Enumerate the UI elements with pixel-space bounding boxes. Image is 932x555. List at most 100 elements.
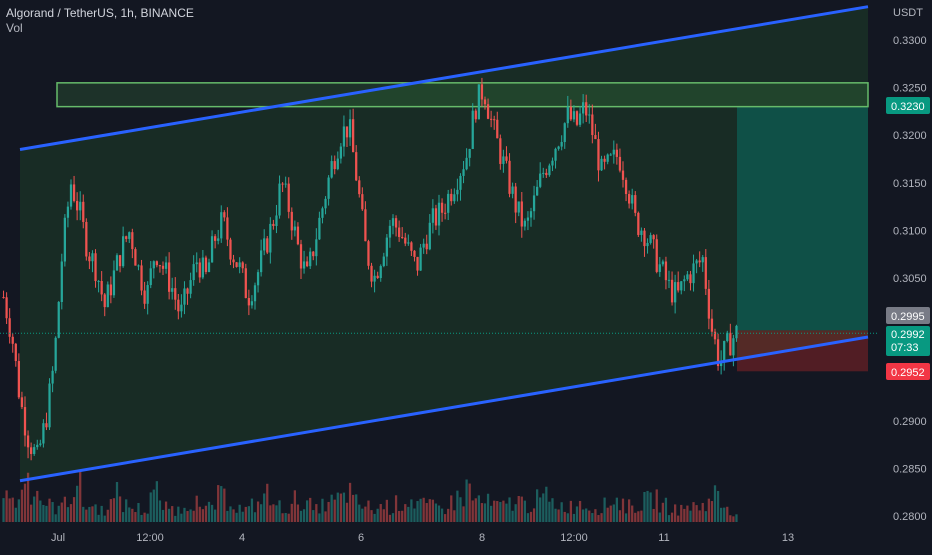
entry-price-tag: 0.2995 — [886, 307, 930, 324]
volume-label[interactable]: Vol — [6, 21, 23, 35]
volume-bar — [615, 497, 618, 522]
volume-bar — [704, 511, 707, 522]
candle-body — [263, 238, 266, 251]
volume-bar — [364, 506, 367, 522]
candle-body — [483, 99, 487, 105]
candle-body — [548, 165, 551, 176]
volume-bar — [275, 505, 278, 522]
time-axis[interactable]: Jul 12:00 4 6 8 12:00 11 13 — [51, 532, 794, 544]
volume-bar — [677, 515, 680, 522]
volume-bar — [82, 506, 85, 522]
candle-body — [658, 264, 661, 272]
candle-body — [726, 332, 729, 341]
volume-bar — [161, 509, 165, 522]
symbol-title[interactable]: Algorand / TetherUS, 1h, BINANCE — [6, 6, 194, 20]
volume-bar — [612, 504, 615, 522]
candle-body — [379, 266, 382, 279]
volume-bar — [287, 513, 290, 522]
candle-body — [695, 260, 698, 264]
volume-bar — [624, 513, 628, 522]
volume-bar — [204, 505, 208, 522]
volume-bar — [499, 501, 502, 522]
volume-bar — [468, 483, 471, 522]
stop-zone[interactable] — [737, 330, 868, 372]
time-tick-label: 12:00 — [136, 532, 164, 544]
candle-body — [158, 265, 162, 267]
candle-body — [238, 262, 241, 267]
candle-body — [398, 227, 401, 237]
volume-bar — [609, 505, 612, 522]
volume-bar — [532, 508, 536, 522]
price-axis-bg[interactable] — [880, 0, 932, 550]
channel-lower-line[interactable] — [19, 335, 869, 483]
volume-bar — [563, 511, 566, 522]
candle-body — [609, 154, 612, 156]
volume-bar — [575, 506, 579, 522]
volume-bar — [493, 500, 496, 522]
candle-body — [290, 211, 293, 231]
time-axis-bg[interactable] — [0, 524, 880, 550]
volume-bar — [223, 488, 226, 522]
volume-bar — [726, 506, 729, 522]
candle-body — [394, 218, 398, 228]
candle-body — [713, 331, 717, 340]
volume-bar — [235, 512, 238, 522]
volume-bar — [637, 511, 640, 522]
candle-body — [275, 215, 278, 226]
candle-body — [174, 288, 177, 300]
volume-bar — [88, 506, 91, 522]
price-axis[interactable]: 0.3300 0.3250 0.3200 0.3150 0.3100 0.3050 0.29… — [893, 35, 927, 523]
volume-bar — [260, 504, 263, 522]
volume-bar — [735, 514, 738, 522]
candle-body — [643, 230, 646, 247]
volume-bar — [269, 505, 272, 522]
candle-body — [649, 235, 652, 243]
candle-body — [103, 294, 106, 308]
volume-bar — [695, 505, 698, 522]
volume-bar — [146, 513, 149, 522]
volume-bar — [85, 509, 88, 522]
volume-bar — [109, 499, 112, 522]
volume-bar — [312, 510, 315, 522]
time-tick-label: 4 — [239, 532, 245, 544]
chart-legend[interactable]: Algorand / TetherUS, 1h, BINANCE Vol — [6, 6, 194, 36]
resistance-zone[interactable] — [56, 82, 869, 108]
candle-body — [450, 193, 453, 202]
candle-body — [477, 84, 480, 120]
candle-body — [539, 173, 542, 187]
candle-body — [628, 194, 631, 204]
volume-bar — [284, 512, 287, 522]
candle-body — [330, 161, 333, 178]
candle-body — [508, 160, 511, 194]
volume-bar — [327, 501, 330, 522]
volume-bar — [692, 502, 695, 522]
candle-body — [422, 243, 425, 248]
volume-bar — [60, 502, 63, 522]
volume-bar — [566, 513, 569, 522]
volume-bar — [520, 496, 523, 522]
volume-bar — [336, 492, 339, 522]
candle-body — [11, 336, 14, 344]
candle-body — [161, 265, 165, 269]
volume-bar — [134, 512, 137, 522]
volume-bar — [125, 499, 128, 522]
volume-bar — [250, 498, 254, 522]
volume-bar — [450, 495, 453, 522]
candle-body — [235, 262, 238, 267]
volume-bar — [171, 506, 174, 522]
volume-bar — [214, 509, 217, 522]
target-zone[interactable] — [737, 106, 868, 331]
volume-bar — [664, 497, 668, 522]
candle-body — [26, 435, 30, 448]
candle-body — [670, 279, 674, 303]
channel-upper-line[interactable] — [19, 5, 869, 151]
volume-bar — [118, 496, 122, 522]
candle-body — [563, 123, 566, 142]
volume-bar — [391, 513, 395, 522]
candle-body — [707, 288, 710, 319]
volume-bar — [606, 507, 609, 522]
volume-bar — [701, 502, 704, 522]
candle-body — [664, 261, 668, 281]
